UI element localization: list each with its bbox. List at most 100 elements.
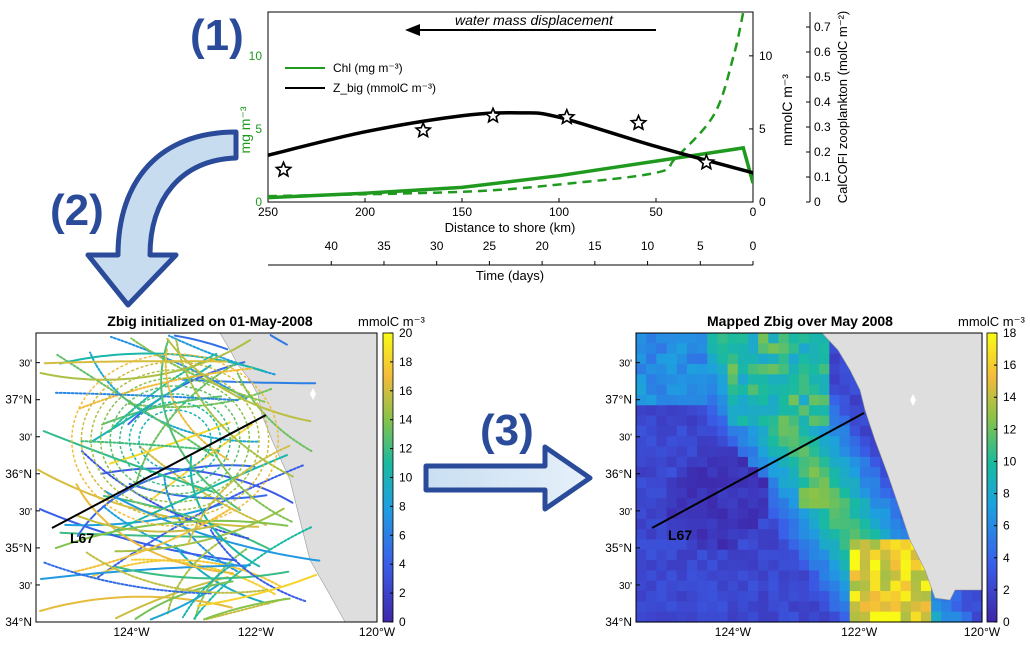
heatmap-cell [707, 446, 719, 458]
heatmap-cell [768, 425, 780, 437]
heatmap-cell [859, 487, 871, 499]
heatmap-cell [798, 539, 810, 551]
heatmap-cell [737, 343, 749, 355]
heatmap-cell [870, 539, 881, 551]
heatmap-cell [636, 570, 647, 582]
calcofi-star [483, 106, 503, 124]
heatmap-cell [758, 456, 769, 468]
heatmap-cell [656, 446, 668, 458]
heatmap-cell [656, 405, 668, 417]
heatmap-cell [778, 591, 790, 602]
heatmap-cell [951, 591, 963, 602]
heatmap-cell [819, 477, 830, 489]
heatmap-cell [747, 363, 759, 375]
heatmap-cell [870, 570, 881, 582]
heatmap-cell [900, 560, 912, 571]
heatmap-cell [727, 529, 739, 541]
colorbar-tick-label: 0 [399, 615, 406, 629]
heatmap-cell [880, 560, 892, 571]
heatmap-cell [798, 333, 810, 344]
heatmap-cell [727, 560, 739, 571]
heatmap-cell [778, 539, 790, 551]
heatmap-cell [686, 611, 698, 623]
heatmap-cell [747, 570, 759, 582]
heatmap-cell [676, 601, 688, 613]
heatmap-cell [697, 374, 708, 386]
heatmap-cell [666, 467, 678, 479]
heatmap-cell [880, 601, 892, 613]
heatmap-cell [798, 394, 810, 406]
trajectory [173, 334, 229, 351]
heatmap-cell [839, 591, 851, 602]
legend-chl-label: Chl (mg m⁻³) [333, 61, 403, 75]
heatmap-cell [819, 580, 830, 592]
heatmap-cell [707, 425, 719, 437]
heatmap-cell [686, 374, 698, 386]
heatmap-cell [676, 394, 688, 406]
x-tick-label: 150 [452, 205, 472, 219]
heatmap-cell [686, 467, 698, 479]
trajectory [76, 464, 256, 537]
colorbar-tick-label: 4 [399, 557, 406, 571]
trajectory [202, 597, 291, 621]
heatmap-cell [819, 508, 830, 520]
heatmap-cell [727, 394, 739, 406]
heatmap-cell [666, 611, 678, 623]
heatmap-cell [849, 601, 861, 613]
heatmap-cell [697, 601, 708, 613]
heatmap-cell [686, 425, 698, 437]
heatmap-cell [686, 487, 698, 499]
heatmap-cell [717, 518, 729, 530]
heatmap-cell [829, 539, 841, 551]
heatmap-cell [707, 415, 719, 427]
lat-label: 30' [619, 507, 632, 518]
lon-label: 124°W [715, 625, 752, 639]
heatmap-cell [636, 456, 647, 468]
heatmap-cell [768, 343, 780, 355]
heatmap-cell [676, 374, 688, 386]
heatmap-cell [880, 467, 892, 479]
heatmap-cell [656, 394, 668, 406]
heatmap-cell [727, 467, 739, 479]
heatmap-cell [839, 498, 851, 510]
heatmap-cell [870, 560, 881, 571]
heatmap-cell [870, 446, 881, 458]
colorbar-tick-label: 0 [1003, 615, 1010, 629]
heatmap-cell [778, 508, 790, 520]
colorbar-tick-label: 18 [1003, 326, 1017, 340]
heatmap-cell [727, 343, 739, 355]
heatmap-cell [768, 467, 780, 479]
heatmap-cell [768, 611, 780, 623]
heatmap-cell [656, 487, 668, 499]
heatmap-cell [666, 333, 678, 344]
heatmap-cell [768, 508, 780, 520]
heatmap-cell [656, 518, 668, 530]
heatmap-cell [737, 611, 749, 623]
heatmap-cell [788, 343, 800, 355]
heatmap-cell [819, 467, 830, 479]
heatmap-cell [859, 508, 871, 520]
left-map-star [310, 388, 316, 400]
trajectory [59, 531, 223, 538]
heatmap-cell [880, 549, 892, 561]
heatmap-cell [880, 498, 892, 510]
heatmap-cell [910, 601, 922, 613]
heatmap-cell [778, 446, 790, 458]
heatmap-cell [656, 549, 668, 561]
left-map-title: Zbig initialized on 01-May-2008 [107, 313, 313, 329]
heatmap-cell [859, 549, 871, 561]
heatmap-cell [747, 405, 759, 417]
heatmap-cell [839, 436, 851, 448]
eddy-trajectory [80, 361, 270, 519]
heatmap-cell [686, 436, 698, 448]
trajectory [43, 360, 228, 365]
trajectory [182, 566, 230, 619]
lat-label: 34°N [5, 615, 32, 629]
heatmap-cell [697, 591, 708, 602]
lat-label: 30' [19, 581, 32, 592]
eddy-trajectory [90, 369, 260, 511]
heatmap-cell [707, 467, 719, 479]
lat-label: 35°N [5, 541, 32, 555]
heatmap-cell [809, 436, 820, 448]
